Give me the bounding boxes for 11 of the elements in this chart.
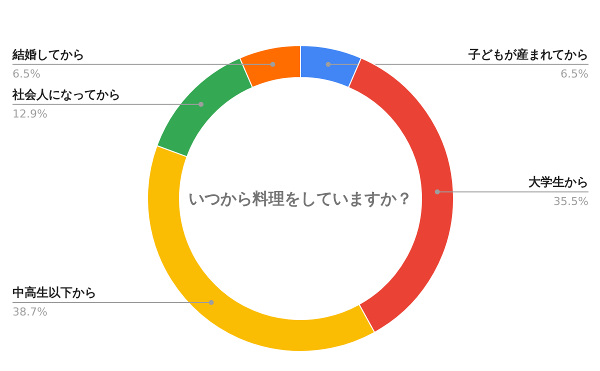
slice-label: 中高生以下から (12, 285, 96, 300)
data-label: 35.5% (554, 194, 589, 208)
data-label: 6.5% (12, 67, 40, 80)
text: いつから料理をしていますか？ (188, 189, 412, 208)
slice-label: 社会人になってから (12, 87, 120, 102)
data-label: 12.9% (12, 107, 48, 120)
slice-label: 大学生から (528, 174, 588, 189)
data-label: 6.5% (560, 67, 589, 80)
slice-label: 結婚してから (12, 47, 84, 62)
slice-label: 子どもが産まれてから (468, 47, 588, 62)
data-label: 38.7% (12, 305, 48, 318)
